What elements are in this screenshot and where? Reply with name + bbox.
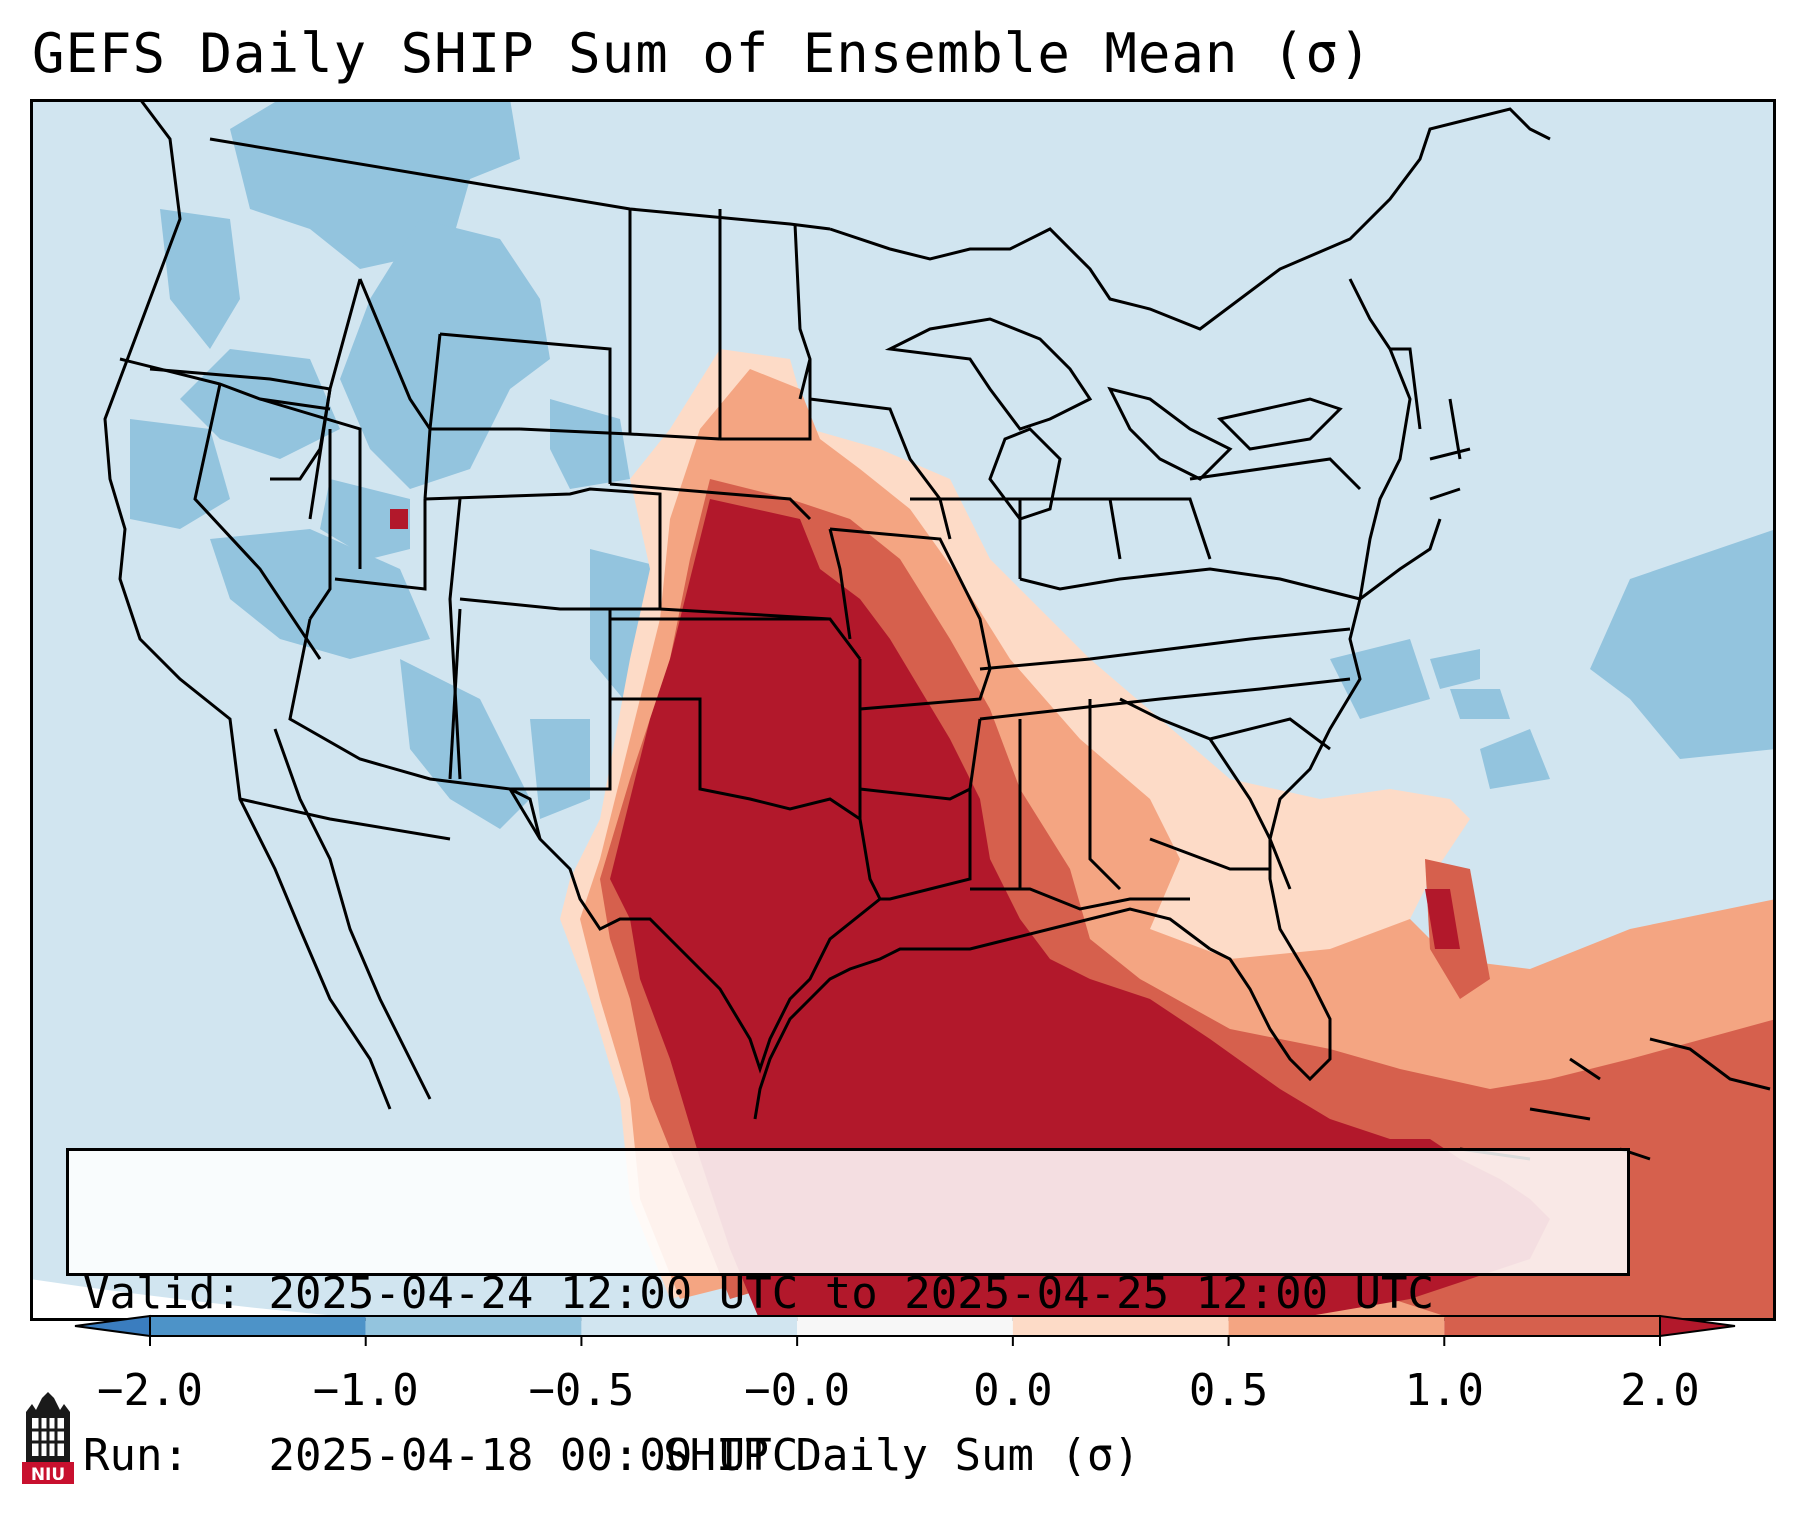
valid-value: 2025-04-24 12:00 UTC to 2025-04-25 12:00… — [268, 1268, 1435, 1319]
niu-logo: NIU — [22, 1392, 74, 1485]
east-coast — [1209, 278, 1412, 1082]
west-coast — [103, 99, 392, 1110]
colorbar-tick-label: 0.5 — [1188, 1365, 1269, 1416]
colorbar-tick-label: 1.0 — [1404, 1365, 1485, 1416]
colorbar-extend-low — [74, 1314, 151, 1338]
colorbar-outline — [149, 1315, 1661, 1337]
colorbar — [74, 1314, 1736, 1346]
colorbar-bin — [1012, 1316, 1229, 1336]
negative-anomaly-areas — [130, 99, 1776, 1321]
ship-map — [30, 99, 1776, 1321]
logo-text: NIU — [31, 1465, 65, 1485]
colorbar-extend-high — [1659, 1314, 1736, 1338]
colorbar-bin — [581, 1316, 798, 1336]
colorbar-tick-label: −0.5 — [528, 1365, 635, 1416]
domain-edge — [30, 1279, 398, 1321]
colorbar-bin — [365, 1316, 582, 1336]
run-label: Run: — [83, 1430, 189, 1481]
colorbar-tick-labels: −2.0 −1.0 −0.5 −0.0 0.0 0.5 1.0 2.0 — [0, 1365, 1803, 1425]
colorbar-bin — [1444, 1316, 1660, 1336]
colorbar-tick-label: 0.0 — [973, 1365, 1053, 1416]
chart-title: GEFS Daily SHIP Sum of Ensemble Mean (σ) — [32, 22, 1373, 85]
borders — [103, 99, 1771, 1161]
valid-label: Valid: — [83, 1268, 242, 1319]
colorbar-bin — [1228, 1316, 1445, 1336]
valid-row: Valid: 2025-04-24 12:00 UTC to 2025-04-2… — [83, 1267, 1613, 1321]
colorbar-bin — [150, 1316, 366, 1336]
colorbar-tick-label: −1.0 — [312, 1365, 419, 1416]
colorbar-tick-label: 2.0 — [1620, 1365, 1700, 1416]
validity-info-box: Valid: 2025-04-24 12:00 UTC to 2025-04-2… — [66, 1148, 1630, 1481]
colorbar-tick-label: −2.0 — [97, 1365, 203, 1416]
colorbar-tick-label: −0.0 — [744, 1365, 851, 1416]
colorbar-label: SHIP Daily Sum (σ) — [663, 1430, 1140, 1481]
run-row: Run: 2025-04-18 00:00 UTC — [83, 1429, 1613, 1483]
gulf-coast — [753, 907, 1211, 1120]
positive-extreme-areas — [390, 499, 1550, 1321]
colorbar-bin — [797, 1316, 1013, 1336]
run-value: 2025-04-18 00:00 UTC — [268, 1430, 799, 1481]
texas — [508, 697, 882, 1074]
